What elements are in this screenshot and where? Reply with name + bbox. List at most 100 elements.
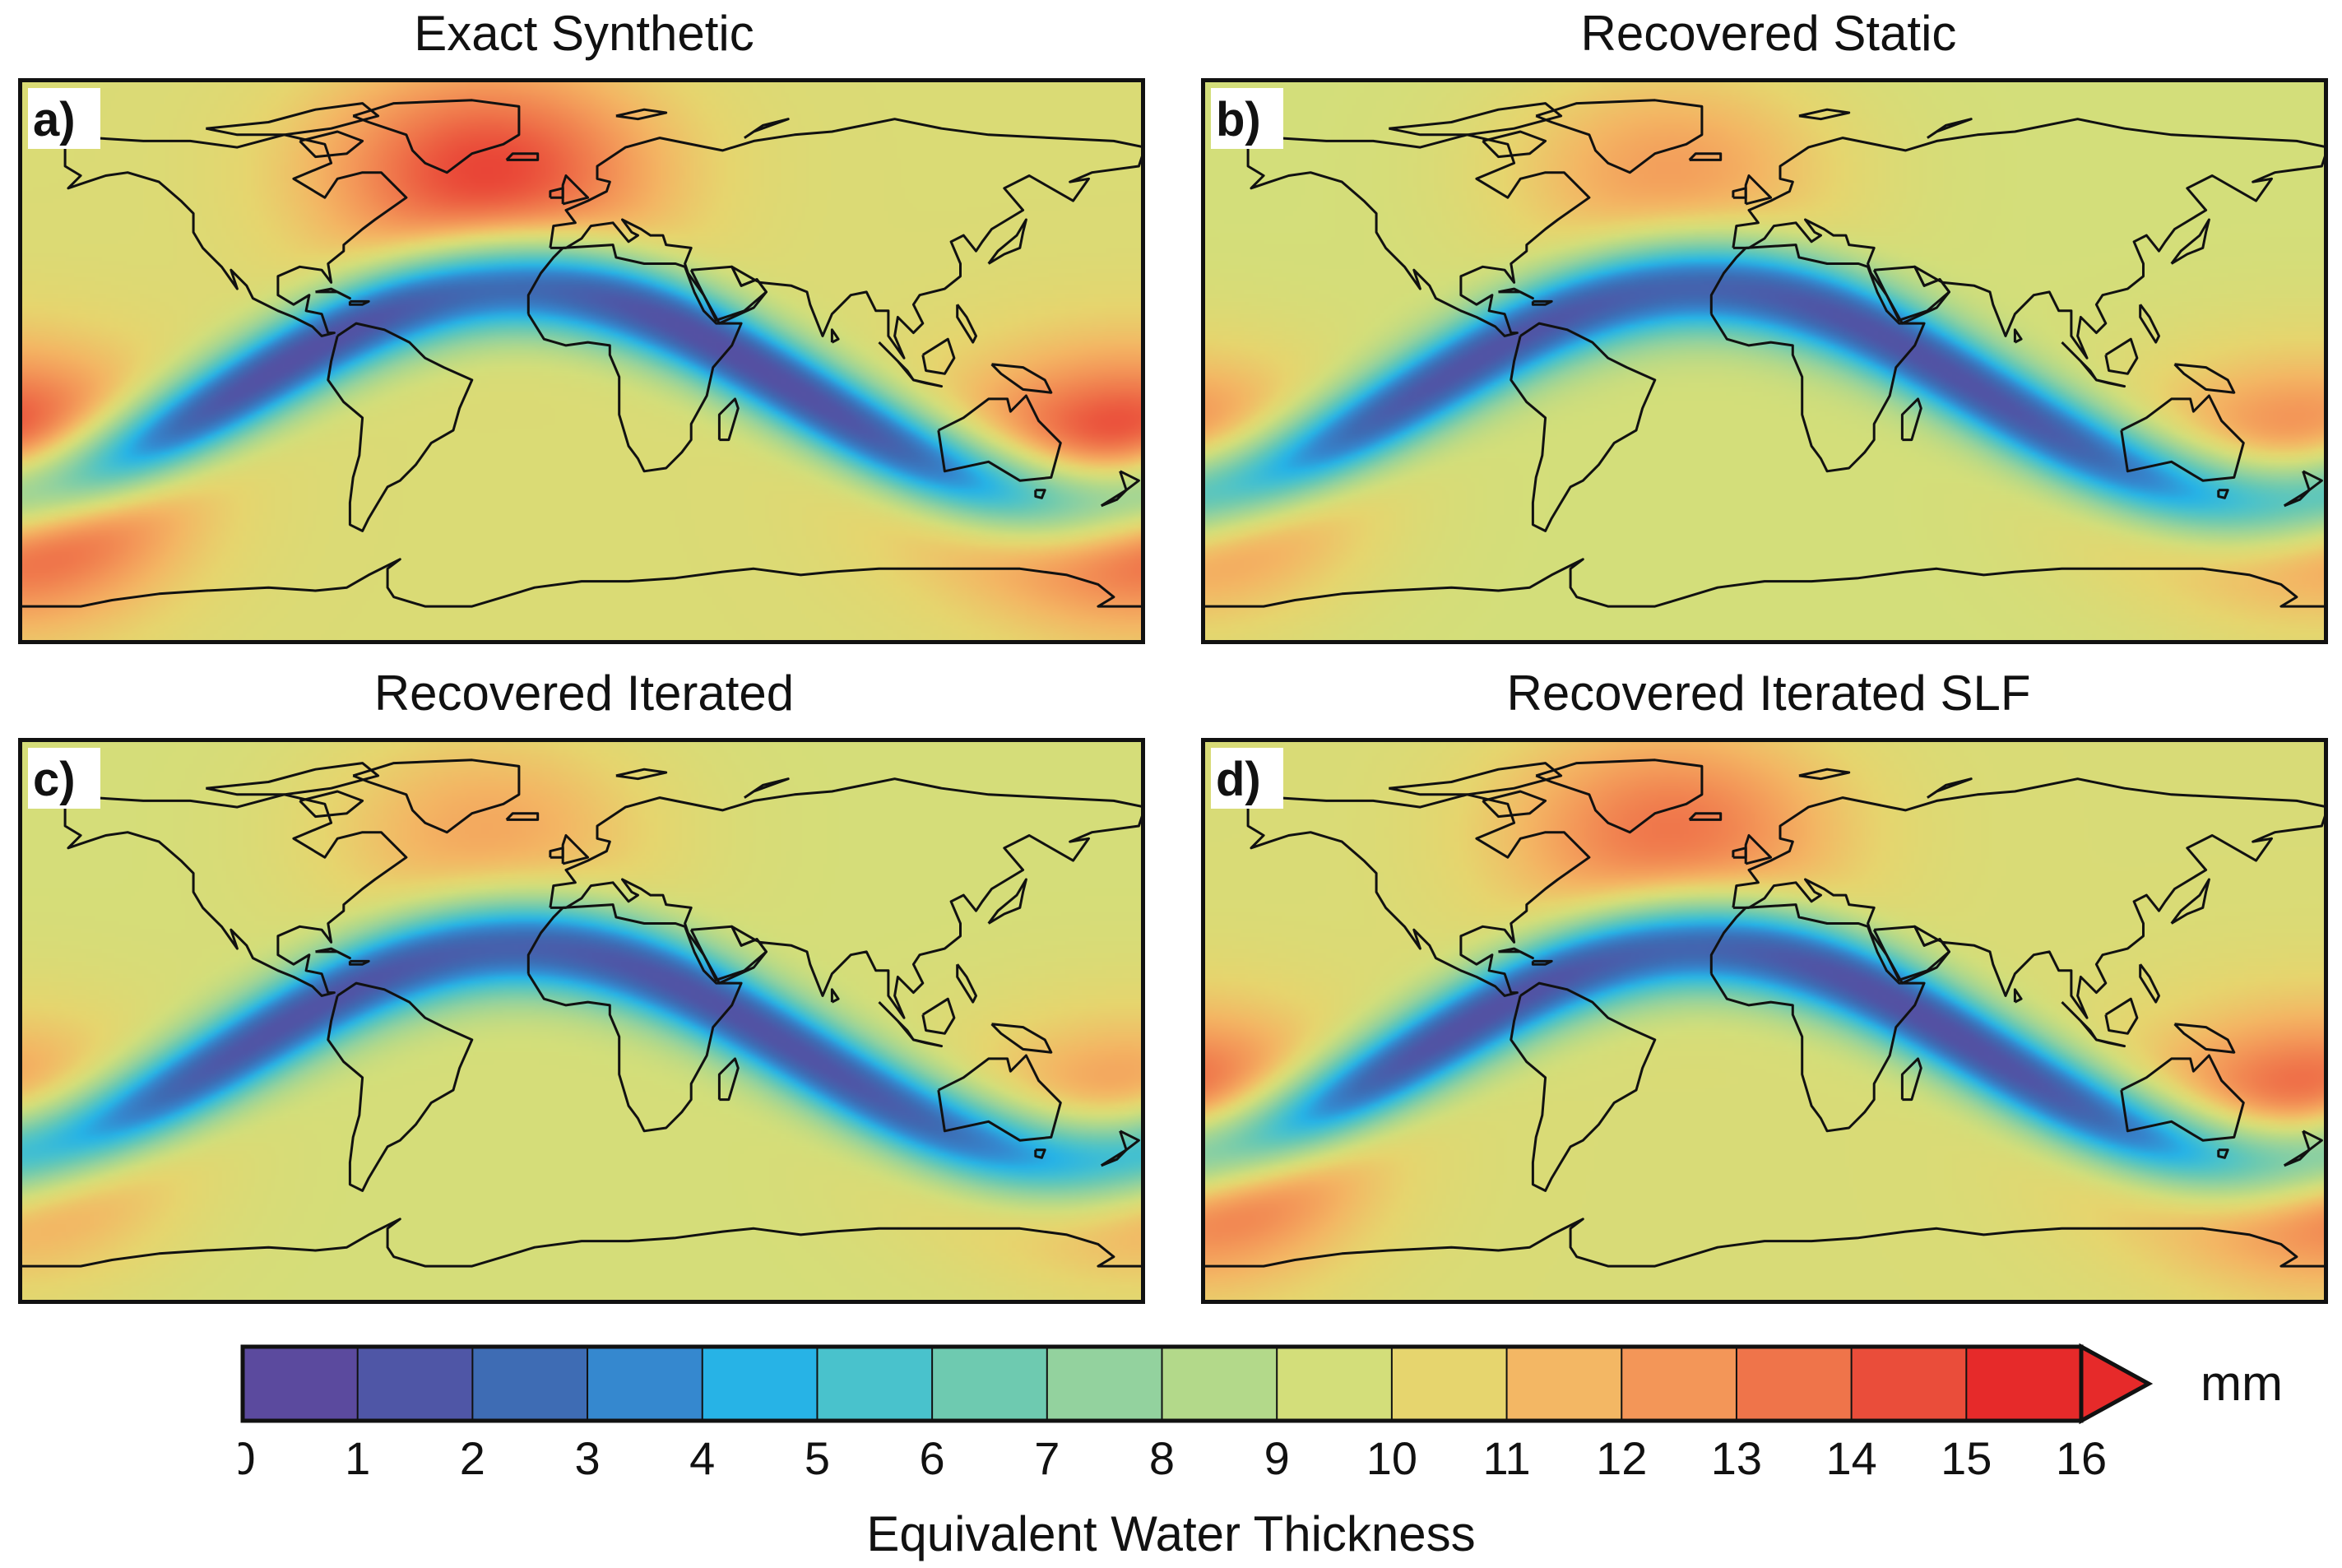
coastline — [2217, 1148, 2229, 1159]
coastline — [1034, 1148, 1046, 1159]
coastline — [1535, 758, 1704, 834]
map-svg-b: b) — [1201, 78, 2328, 644]
map-svg-a: a) — [18, 78, 1145, 644]
coastline — [1688, 152, 1723, 161]
coastline — [299, 790, 364, 819]
coastline — [1900, 1057, 1922, 1102]
coastline — [2013, 988, 2023, 1004]
coastline — [1872, 265, 1950, 322]
coastline — [1927, 777, 1973, 799]
coastlines-a — [18, 99, 1145, 608]
colorbar-segment — [1046, 1346, 1164, 1422]
coastline — [1034, 489, 1046, 499]
colorbar-tick-label: 14 — [1825, 1432, 1876, 1484]
coastline — [2096, 378, 2126, 388]
colorbar-title: Equivalent Water Thickness — [866, 1506, 1476, 1561]
coastline — [18, 558, 1145, 608]
ewt-field-a — [18, 78, 1145, 644]
coastline — [1872, 925, 1950, 981]
coastline — [1732, 187, 1747, 199]
coastline — [1201, 1218, 2328, 1268]
coastline — [1498, 947, 1534, 960]
colorbar-segment — [1276, 1346, 1394, 1422]
colorbar-segment — [1965, 1346, 2083, 1422]
coastline — [327, 981, 474, 1192]
panel-title-d: Recovered Iterated SLF — [1506, 666, 2031, 721]
colorbar-segment — [587, 1346, 704, 1422]
coastline — [1389, 102, 1563, 137]
coastline — [352, 758, 521, 834]
coastline — [921, 337, 956, 375]
colorbar-tick-label: 7 — [1034, 1432, 1060, 1484]
coastline — [1389, 762, 1563, 796]
ewt-field-d — [1201, 738, 2328, 1304]
colorbar-segment — [471, 1346, 589, 1422]
map-svg-d: d) — [1201, 738, 2328, 1304]
colorbar-tick-label: 11 — [1482, 1432, 1530, 1484]
coastline — [549, 847, 564, 859]
coastline — [913, 1038, 944, 1048]
coastline — [348, 299, 370, 306]
coastline — [830, 988, 840, 1004]
colorbar-segment — [1161, 1346, 1278, 1422]
coastline — [1732, 118, 2328, 360]
ewt-field-c — [18, 738, 1145, 1304]
colorbar-tick-label: 10 — [1366, 1432, 1417, 1484]
map-panel-d: d) — [1201, 738, 2328, 1304]
panel-label-d: d) — [1216, 753, 1261, 806]
coastline — [1798, 768, 1851, 781]
coastline — [937, 394, 1062, 482]
colorbar-segment — [1390, 1346, 1509, 1422]
coastline — [1482, 790, 1547, 819]
coastline — [615, 768, 668, 781]
coastline — [2061, 1001, 2098, 1041]
coastline — [1900, 397, 1922, 442]
coastline — [987, 878, 1027, 925]
coastlines-b — [1201, 99, 2328, 608]
coastline — [2096, 1038, 2126, 1048]
map-panel-b: b) — [1201, 78, 2328, 644]
coastline — [505, 812, 540, 821]
coastline — [2120, 394, 2245, 482]
coastline — [937, 1054, 1062, 1142]
map-frame-c — [18, 738, 1145, 1304]
coastline — [2173, 363, 2236, 394]
colorbar-tick-label: 13 — [1711, 1432, 1762, 1484]
colorbar-segment — [816, 1346, 934, 1422]
coastline — [2302, 470, 2323, 492]
colorbar-tick-label: 0 — [239, 1432, 256, 1484]
coastline — [2104, 337, 2139, 375]
coastline — [689, 265, 768, 322]
coastline — [206, 102, 380, 137]
coastline — [2283, 1148, 2311, 1167]
coastline — [956, 304, 977, 344]
coastline — [315, 947, 351, 960]
colorbar-tick-label: 4 — [689, 1432, 715, 1484]
colorbar-tick-label: 16 — [2056, 1432, 2107, 1484]
panel-label-c: c) — [33, 753, 76, 806]
coastline — [18, 1218, 1145, 1268]
coastline — [921, 997, 956, 1035]
coastline — [2302, 1130, 2323, 1152]
label-box-b — [1211, 88, 1283, 149]
colorbar-tick-label: 5 — [805, 1432, 830, 1484]
colorbar-extend-arrow — [2079, 1343, 2154, 1425]
map-panel-a: a) — [18, 78, 1145, 644]
coastline — [744, 777, 790, 799]
coastline — [63, 793, 408, 997]
label-box-a — [28, 88, 100, 149]
colorbar-tick-label: 8 — [1149, 1432, 1175, 1484]
coastline — [2170, 218, 2210, 265]
coastlines-c — [18, 758, 1145, 1268]
coastline — [315, 287, 351, 300]
map-panel-c: c) — [18, 738, 1145, 1304]
coastline — [913, 378, 944, 388]
panel-title-b: Recovered Static — [1580, 6, 1957, 61]
coastline — [987, 218, 1027, 265]
coastline — [2104, 997, 2139, 1035]
coastline — [2061, 341, 2098, 382]
coastline — [744, 118, 790, 139]
coastline — [615, 108, 668, 121]
colorbar-segment — [1505, 1346, 1623, 1422]
label-box-d — [1211, 748, 1283, 809]
